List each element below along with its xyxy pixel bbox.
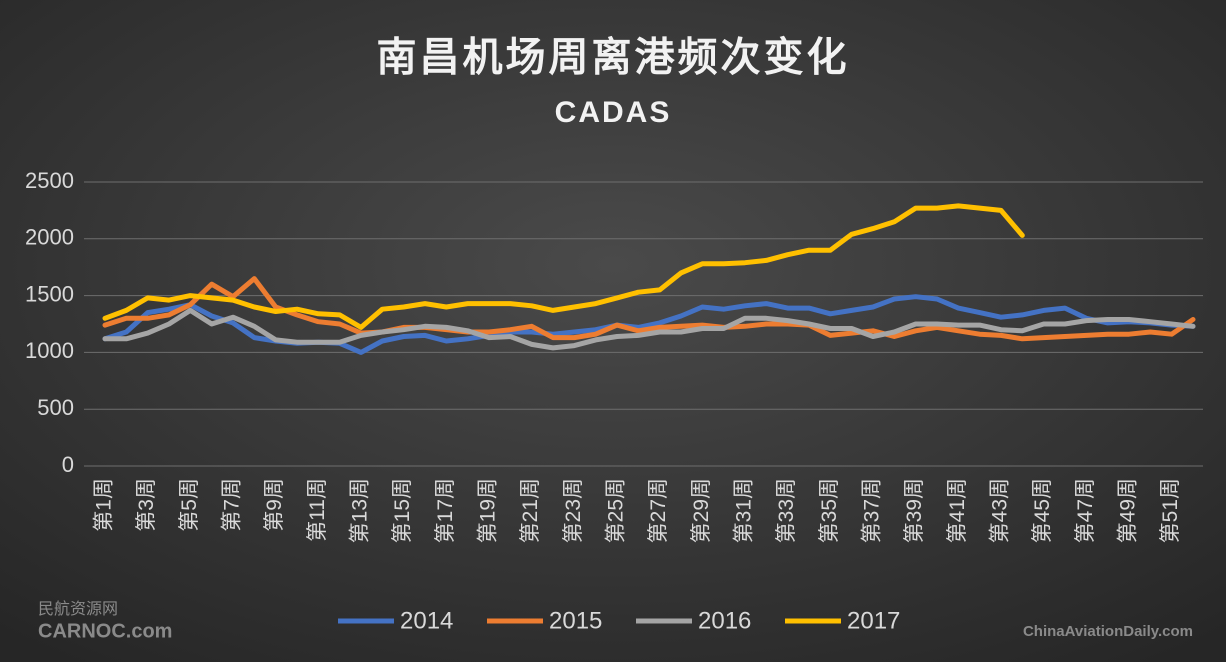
legend-label: 2015	[549, 607, 602, 634]
watermark: 民航资源网	[38, 600, 118, 618]
watermark: ChinaAviationDaily.com	[1023, 623, 1193, 640]
x-tick-label: 第37周	[861, 478, 884, 543]
x-tick-label: 第17周	[434, 478, 457, 543]
y-tick-label: 2000	[25, 225, 74, 250]
x-tick-label: 第15周	[391, 478, 414, 543]
x-tick-label: 第45周	[1031, 478, 1054, 543]
x-tick-label: 第51周	[1159, 478, 1182, 543]
y-tick-label: 1500	[25, 281, 74, 306]
x-tick-label: 第13周	[349, 478, 372, 543]
x-tick-label: 第41周	[946, 478, 969, 543]
x-tick-label: 第43周	[989, 478, 1012, 543]
x-tick-label: 第25周	[605, 478, 628, 543]
x-tick-label: 第33周	[775, 478, 798, 543]
y-tick-label: 2500	[25, 168, 74, 193]
x-tick-label: 第27周	[647, 478, 670, 543]
x-tick-label: 第47周	[1074, 478, 1097, 543]
x-tick-label: 第9周	[263, 478, 286, 532]
x-tick-label: 第1周	[93, 478, 116, 532]
x-tick-label: 第19周	[477, 478, 500, 543]
chart-subtitle: CADAS	[555, 96, 672, 129]
y-tick-label: 0	[62, 452, 74, 477]
x-tick-label: 第21周	[519, 478, 542, 543]
x-tick-label: 第35周	[818, 478, 841, 543]
x-tick-label: 第31周	[733, 478, 756, 543]
x-tick-label: 第23周	[562, 478, 585, 543]
legend-label: 2017	[847, 607, 900, 634]
y-tick-label: 1000	[25, 338, 74, 363]
legend-label: 2016	[698, 607, 751, 634]
x-tick-label: 第5周	[178, 478, 201, 532]
x-tick-label: 第7周	[221, 478, 244, 532]
chart-title: 南昌机场周离港频次变化	[377, 36, 850, 80]
legend-label: 2014	[400, 607, 453, 634]
y-tick-label: 500	[37, 395, 74, 420]
series-line	[102, 307, 1196, 351]
x-tick-label: 第29周	[690, 478, 713, 543]
watermark: CARNOC.com	[38, 620, 172, 642]
x-tick-label: 第49周	[1117, 478, 1140, 543]
x-tick-label: 第11周	[306, 478, 329, 542]
series-line	[102, 203, 1025, 330]
x-tick-label: 第39周	[903, 478, 926, 543]
x-tick-label: 第3周	[135, 478, 158, 532]
